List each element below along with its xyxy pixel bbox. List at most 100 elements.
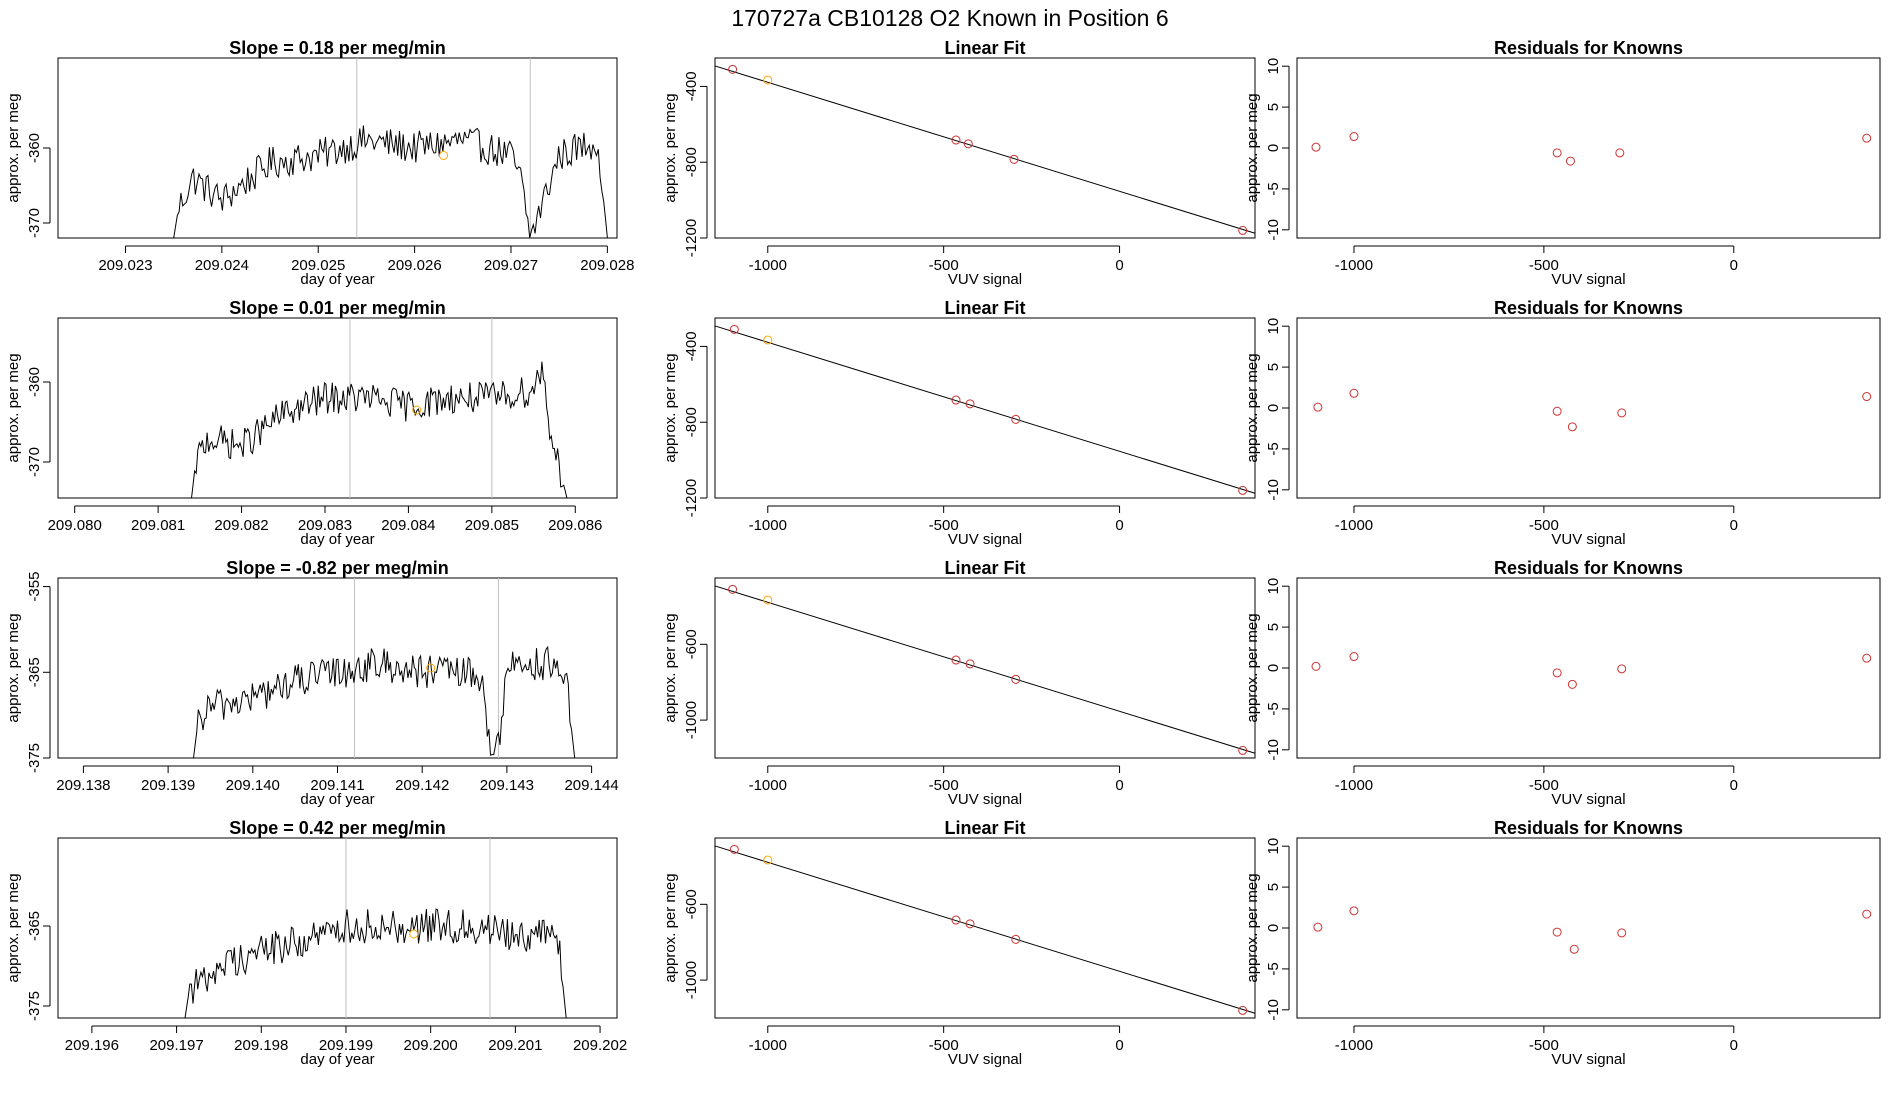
x-tick-label: 209.197 bbox=[149, 1037, 203, 1054]
data-trace bbox=[191, 361, 568, 499]
fit-line bbox=[714, 65, 1256, 234]
x-tick-label: 209.140 bbox=[226, 777, 280, 794]
fit-line bbox=[714, 845, 1256, 1014]
panel-title: Linear Fit bbox=[944, 558, 1025, 578]
plot-frame bbox=[1296, 837, 1881, 1019]
x-tick-label: 209.080 bbox=[48, 517, 102, 534]
x-tick-label: -1000 bbox=[1335, 1037, 1373, 1054]
y-axis-label: approx. per meg bbox=[5, 353, 22, 462]
data-point bbox=[1552, 927, 1562, 937]
x-tick-label: -500 bbox=[929, 257, 959, 274]
panel-1-1: Slope = 0.18 per meg/min 209.023 209.024 20… bbox=[5, 38, 634, 288]
x-tick-label: 209.138 bbox=[56, 777, 110, 794]
plot-frame bbox=[714, 577, 1256, 759]
y-tick-label: -400 bbox=[683, 331, 700, 361]
y-tick-label: -370 bbox=[26, 208, 43, 238]
data-point bbox=[1615, 148, 1625, 158]
panel-3-3: Residuals for Knowns -1000 -500 0 -10 -5 0 5 10 V… bbox=[1244, 558, 1881, 808]
data-point bbox=[1617, 408, 1627, 418]
x-tick-label: 209.196 bbox=[65, 1037, 119, 1054]
x-tick-label: -1000 bbox=[749, 1037, 787, 1054]
data-point bbox=[1238, 225, 1248, 235]
x-tick-label: 0 bbox=[1115, 517, 1123, 534]
panel-title: Slope = 0.18 per meg/min bbox=[229, 38, 446, 58]
data-point bbox=[1862, 909, 1872, 919]
data-point bbox=[1349, 652, 1359, 662]
data-point bbox=[763, 335, 773, 345]
x-tick-label: -1000 bbox=[749, 517, 787, 534]
x-tick-label: 209.141 bbox=[310, 777, 364, 794]
y-tick-label: 5 bbox=[1265, 103, 1282, 111]
x-tick-label: -500 bbox=[1529, 1037, 1559, 1054]
data-point bbox=[1311, 142, 1321, 152]
data-point bbox=[965, 659, 975, 669]
panel-title: Linear Fit bbox=[944, 298, 1025, 318]
data-point bbox=[1617, 928, 1627, 938]
y-tick-label: -600 bbox=[683, 629, 700, 659]
y-tick-label: -10 bbox=[1265, 479, 1282, 501]
data-point bbox=[1011, 414, 1021, 424]
data-point bbox=[1313, 922, 1323, 932]
x-tick-label: 209.025 bbox=[291, 257, 345, 274]
y-tick-label: -800 bbox=[683, 407, 700, 437]
x-axis-label: VUV signal bbox=[948, 791, 1022, 808]
y-axis-label: approx. per meg bbox=[662, 873, 679, 982]
y-tick-label: -5 bbox=[1265, 962, 1282, 975]
y-tick-label: 0 bbox=[1265, 404, 1282, 412]
x-tick-label: 209.143 bbox=[480, 777, 534, 794]
x-tick-label: -500 bbox=[1529, 777, 1559, 794]
y-tick-label: -1000 bbox=[683, 961, 700, 999]
panel-3-2: Linear Fit -1000 -500 0 -1000 -600 VUV signal a… bbox=[662, 558, 1256, 808]
data-point bbox=[1552, 668, 1562, 678]
x-tick-label: -500 bbox=[1529, 517, 1559, 534]
panel-4-1: Slope = 0.42 per meg/min 209.196 209.197 20… bbox=[5, 818, 627, 1068]
x-tick-label: -1000 bbox=[749, 257, 787, 274]
data-point bbox=[1567, 422, 1577, 432]
y-tick-label: 0 bbox=[1265, 664, 1282, 672]
y-tick-label: -800 bbox=[683, 147, 700, 177]
y-axis-label: approx. per meg bbox=[662, 93, 679, 202]
x-tick-label: 209.024 bbox=[195, 257, 249, 274]
x-tick-label: -500 bbox=[929, 777, 959, 794]
y-tick-label: -600 bbox=[683, 889, 700, 919]
plot-frame bbox=[57, 577, 618, 759]
panel-4-2: Linear Fit -1000 -500 0 -1000 -600 VUV signal a… bbox=[662, 818, 1256, 1068]
y-tick-label: 10 bbox=[1265, 578, 1282, 595]
x-tick-label: 209.083 bbox=[298, 517, 352, 534]
x-tick-label: -500 bbox=[929, 1037, 959, 1054]
x-tick-label: 209.139 bbox=[141, 777, 195, 794]
data-point bbox=[728, 64, 738, 74]
x-tick-label: 0 bbox=[1730, 1037, 1738, 1054]
y-tick-label: -10 bbox=[1265, 219, 1282, 241]
x-tick-label: 209.200 bbox=[404, 1037, 458, 1054]
panel-2-2: Linear Fit -1000 -500 0 -1200 -800 -400 VUV sig… bbox=[662, 298, 1256, 548]
data-point bbox=[1311, 661, 1321, 671]
data-point bbox=[763, 595, 773, 605]
data-point bbox=[728, 584, 738, 594]
x-tick-label: 0 bbox=[1115, 257, 1123, 274]
plot-frame bbox=[714, 57, 1256, 239]
y-tick-label: 0 bbox=[1265, 924, 1282, 932]
data-point bbox=[1313, 402, 1323, 412]
y-tick-label: -1000 bbox=[683, 701, 700, 739]
plot-frame bbox=[1296, 317, 1881, 499]
x-tick-label: 209.026 bbox=[387, 257, 441, 274]
y-tick-label: 10 bbox=[1265, 318, 1282, 335]
data-point bbox=[951, 655, 961, 665]
data-point bbox=[763, 75, 773, 85]
y-axis-label: approx. per meg bbox=[662, 353, 679, 462]
data-trace bbox=[184, 908, 567, 1019]
x-tick-label: -500 bbox=[929, 517, 959, 534]
x-tick-label: 0 bbox=[1730, 777, 1738, 794]
data-point bbox=[1011, 934, 1021, 944]
panel-1-2: Linear Fit -1000 -500 0 -1200 -800 -400 VUV sig… bbox=[662, 38, 1256, 288]
x-tick-label: -500 bbox=[1529, 257, 1559, 274]
plot-frame bbox=[1296, 577, 1881, 759]
x-axis-label: VUV signal bbox=[1551, 791, 1625, 808]
data-point bbox=[1552, 148, 1562, 158]
data-point bbox=[1009, 154, 1019, 164]
fit-line bbox=[714, 585, 1256, 754]
y-tick-label: -10 bbox=[1265, 999, 1282, 1021]
data-trace bbox=[193, 645, 576, 759]
